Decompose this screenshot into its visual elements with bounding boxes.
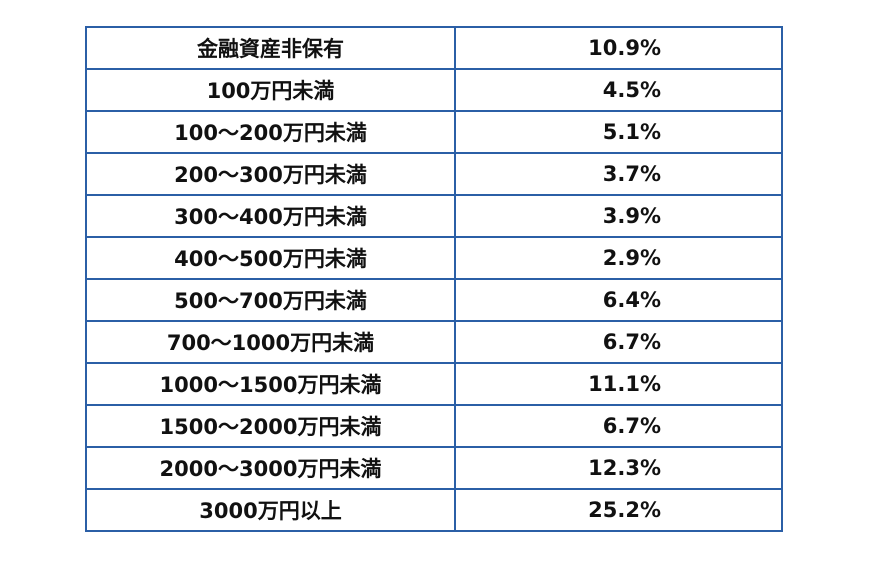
percentage-value: 2.9%	[454, 236, 783, 280]
table-row: 500〜700万円未満 6.4%	[85, 278, 783, 322]
percentage-value: 10.9%	[454, 26, 783, 70]
asset-range-label: 金融資産非保有	[85, 26, 456, 70]
percentage-value: 11.1%	[454, 362, 783, 406]
table-row: 金融資産非保有 10.9%	[85, 26, 783, 70]
percentage-value: 6.7%	[454, 320, 783, 364]
asset-range-label: 700〜1000万円未満	[85, 320, 456, 364]
asset-range-label: 3000万円以上	[85, 488, 456, 532]
table-body: 金融資産非保有 10.9% 100万円未満 4.5% 100〜200万円未満 5…	[85, 26, 783, 532]
table-row: 700〜1000万円未満 6.7%	[85, 320, 783, 364]
asset-range-label: 1000〜1500万円未満	[85, 362, 456, 406]
percentage-value: 3.7%	[454, 152, 783, 196]
asset-range-label: 1500〜2000万円未満	[85, 404, 456, 448]
table-row: 100〜200万円未満 5.1%	[85, 110, 783, 154]
table-row: 3000万円以上 25.2%	[85, 488, 783, 532]
asset-range-label: 400〜500万円未満	[85, 236, 456, 280]
asset-range-label: 300〜400万円未満	[85, 194, 456, 238]
asset-range-label: 200〜300万円未満	[85, 152, 456, 196]
table-row: 200〜300万円未満 3.7%	[85, 152, 783, 196]
table-row: 1000〜1500万円未満 11.1%	[85, 362, 783, 406]
asset-distribution-table: 金融資産非保有 10.9% 100万円未満 4.5% 100〜200万円未満 5…	[85, 26, 783, 532]
table-row: 1500〜2000万円未満 6.7%	[85, 404, 783, 448]
asset-range-label: 2000〜3000万円未満	[85, 446, 456, 490]
asset-range-label: 100万円未満	[85, 68, 456, 112]
asset-range-label: 500〜700万円未満	[85, 278, 456, 322]
table-row: 400〜500万円未満 2.9%	[85, 236, 783, 280]
percentage-value: 12.3%	[454, 446, 783, 490]
asset-range-label: 100〜200万円未満	[85, 110, 456, 154]
percentage-value: 25.2%	[454, 488, 783, 532]
table-row: 2000〜3000万円未満 12.3%	[85, 446, 783, 490]
percentage-value: 4.5%	[454, 68, 783, 112]
percentage-value: 5.1%	[454, 110, 783, 154]
percentage-value: 3.9%	[454, 194, 783, 238]
percentage-value: 6.7%	[454, 404, 783, 448]
table-row: 300〜400万円未満 3.9%	[85, 194, 783, 238]
percentage-value: 6.4%	[454, 278, 783, 322]
table-row: 100万円未満 4.5%	[85, 68, 783, 112]
